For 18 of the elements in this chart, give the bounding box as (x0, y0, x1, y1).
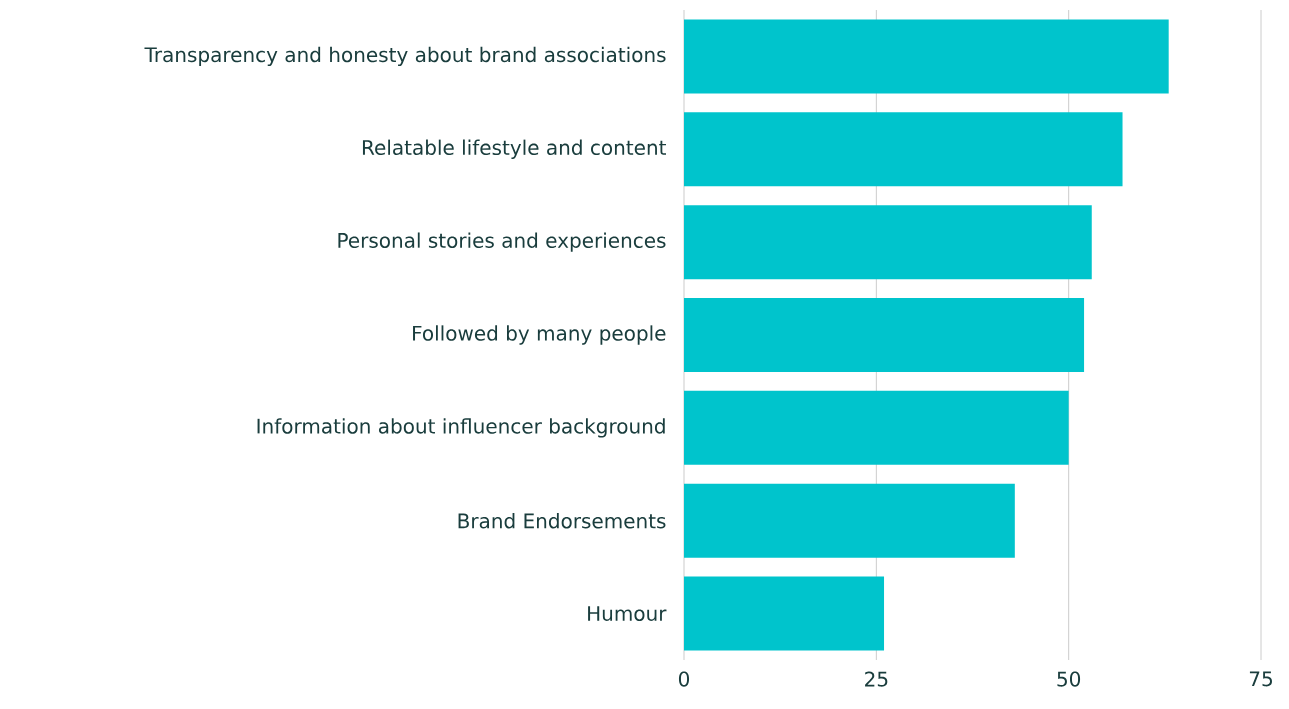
y-tick-label: Relatable lifestyle and content (362, 139, 666, 159)
y-tick-label: Transparency and honesty about brand associations (144, 46, 666, 67)
y-tick-label: Humour (588, 606, 667, 622)
bar (684, 205, 1092, 280)
y-tick-label: Information about influencer background (257, 418, 665, 438)
bar (684, 390, 1069, 465)
x-tick-label: 75 (1249, 671, 1272, 687)
y-tick-label: Personal stories and experiences (338, 232, 666, 252)
bar (684, 298, 1085, 373)
x-tick-label: 50 (1057, 671, 1081, 687)
bar (684, 19, 1169, 94)
bar (684, 576, 885, 651)
bar (684, 483, 1015, 558)
x-tick-label: 25 (865, 671, 888, 687)
y-tick-label: Followed by many people (413, 325, 666, 345)
bar (684, 112, 1123, 187)
x-tick-label: 0 (678, 671, 690, 687)
y-tick-label: Brand Endorsements (458, 512, 666, 529)
